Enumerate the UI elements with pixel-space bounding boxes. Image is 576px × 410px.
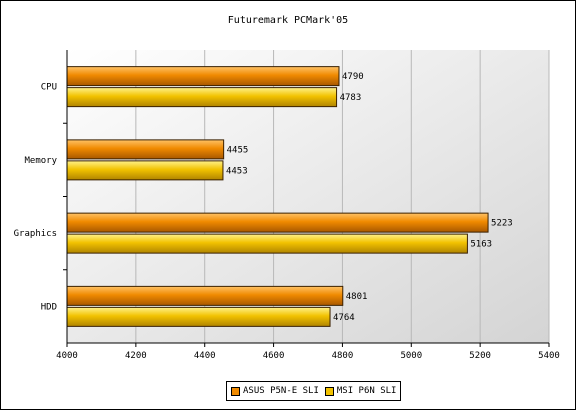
- category-label-cpu: CPU: [41, 83, 57, 93]
- x-tick-label-4800: 4800: [332, 351, 354, 361]
- value-label-cpu-asus-p5n-e-sli: 4790: [342, 72, 364, 82]
- bar-hdd-asus-p5n-e-sli: [66, 285, 344, 306]
- legend-item-asus: ASUS P5N-E SLI: [231, 386, 319, 396]
- value-label-hdd-asus-p5n-e-sli: 4801: [346, 292, 368, 302]
- chart-title: Futuremark PCMark'05: [227, 15, 349, 26]
- value-label-hdd-msi-p6n-sli: 4764: [333, 313, 355, 323]
- legend-item-msi: MSI P6N SLI: [324, 386, 397, 396]
- legend-swatch-asus: [231, 386, 240, 396]
- legend-label-msi: MSI P6N SLI: [336, 386, 397, 396]
- category-label-hdd: HDD: [41, 302, 57, 312]
- x-tick-label-4600: 4600: [263, 351, 285, 361]
- legend-label-asus: ASUS P5N-E SLI: [243, 386, 319, 396]
- x-tick-label-5400: 5400: [538, 351, 560, 361]
- value-label-graphics-asus-p5n-e-sli: 5223: [491, 219, 513, 229]
- bar-memory-msi-p6n-sli: [66, 160, 224, 181]
- bar-hdd-msi-p6n-sli: [66, 306, 331, 327]
- value-label-memory-asus-p5n-e-sli: 4455: [227, 145, 249, 155]
- category-label-graphics: Graphics: [14, 229, 57, 239]
- x-tick-label-5200: 5200: [469, 351, 491, 361]
- x-tick-label-4200: 4200: [125, 351, 147, 361]
- chart-legend: ASUS P5N-E SLI MSI P6N SLI: [226, 381, 402, 401]
- x-tick-label-4000: 4000: [56, 351, 78, 361]
- value-label-graphics-msi-p6n-sli: 5163: [470, 240, 492, 250]
- x-tick-label-4400: 4400: [194, 351, 216, 361]
- bar-graphics-asus-p5n-e-sli: [66, 212, 489, 233]
- value-label-memory-msi-p6n-sli: 4453: [226, 166, 248, 176]
- x-tick-label-5000: 5000: [400, 351, 422, 361]
- legend-swatch-msi: [324, 386, 334, 396]
- value-label-cpu-msi-p6n-sli: 4783: [340, 93, 362, 103]
- bar-cpu-asus-p5n-e-sli: [66, 66, 340, 87]
- bar-graphics-msi-p6n-sli: [66, 233, 468, 254]
- category-label-memory: Memory: [24, 156, 57, 166]
- bar-cpu-msi-p6n-sli: [66, 87, 338, 108]
- bar-memory-asus-p5n-e-sli: [66, 139, 225, 160]
